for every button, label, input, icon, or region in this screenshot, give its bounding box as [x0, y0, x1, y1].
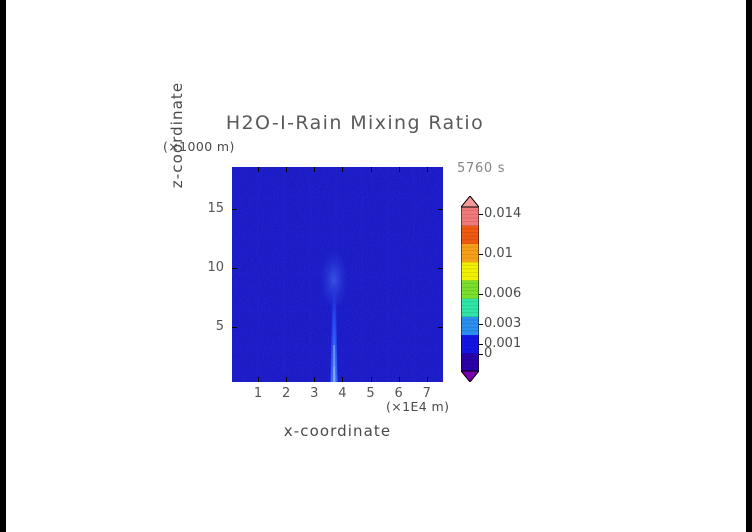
x-tick-label: 2 [282, 386, 291, 401]
x-tick-label: 4 [338, 386, 347, 401]
colorbar-over-arrow [461, 196, 479, 208]
x-axis-tick [370, 167, 372, 172]
x-axis-tick [342, 377, 344, 382]
x-tick-label: 7 [422, 386, 431, 401]
x-axis-tick [398, 377, 400, 382]
x-axis-tick [286, 377, 288, 382]
colorbar-tick-label: 0.014 [484, 206, 522, 221]
x-tick-label: 1 [253, 386, 263, 401]
z-unit-label: (×1000 m) [163, 139, 235, 154]
colorbar-tick-label: 0.001 [484, 336, 522, 351]
y-axis-tick [232, 268, 237, 270]
y-tick-label: 10 [207, 260, 224, 276]
x-tick-label: 3 [310, 386, 319, 401]
colorbar-band [461, 225, 479, 244]
x-axis-tick [342, 167, 344, 172]
x-axis-tick [286, 167, 288, 172]
colorbar-band [461, 352, 479, 372]
y-tick-label: 15 [207, 201, 224, 217]
y-tick-label: 5 [215, 318, 224, 334]
x-axis-tick [426, 167, 428, 172]
x-axis-title: x-coordinate [283, 422, 392, 440]
colorbar-band [461, 261, 479, 281]
colorbar-tick [479, 294, 483, 295]
y-axis-tick [438, 209, 443, 211]
x-axis-tick [258, 167, 260, 172]
colorbar-band [461, 316, 479, 336]
colorbar-tick [479, 324, 483, 325]
colorbar-tick [479, 354, 483, 355]
y-axis-title: z-coordinate [168, 81, 186, 189]
heatmap-plot-area[interactable] [232, 167, 443, 382]
x-tick-label: 6 [394, 386, 403, 401]
x-unit-label: (×1E4 m) [386, 399, 450, 414]
colorbar-band [461, 334, 479, 354]
colorbar-tick-label: 0 [484, 346, 493, 361]
colorbar-band [461, 243, 479, 263]
colorbar-tick [479, 344, 483, 345]
x-axis-tick [370, 377, 372, 382]
canvas-left-border [0, 0, 6, 532]
time-stamp-label: 5760 s [457, 161, 506, 176]
page-title: H2O-I-Rain Mixing Ratio [225, 112, 485, 134]
y-axis-tick [438, 326, 443, 328]
x-axis-tick [314, 377, 316, 382]
colorbar-tick [479, 214, 483, 215]
colorbar-tick-label: 0.003 [484, 316, 522, 331]
colorbar[interactable] [461, 196, 479, 382]
colorbar-tick-label: 0.006 [484, 286, 522, 301]
colorbar-tick-label: 0.01 [484, 245, 513, 261]
x-axis-tick [258, 377, 260, 382]
y-axis-tick [438, 268, 443, 270]
x-axis-tick [426, 377, 428, 382]
x-tick-label: 5 [366, 386, 375, 401]
colorbar-swatches [461, 196, 479, 382]
colorbar-band [461, 207, 479, 226]
colorbar-under-arrow [461, 370, 479, 382]
y-axis-tick [232, 209, 237, 211]
x-axis-tick [398, 167, 400, 172]
colorbar-band [461, 298, 479, 317]
canvas-right-border [746, 0, 752, 532]
x-axis-tick [314, 167, 316, 172]
colorbar-tick [479, 253, 483, 255]
y-axis-tick [232, 326, 237, 328]
colorbar-band [461, 279, 479, 299]
heatmap-field [232, 167, 443, 382]
